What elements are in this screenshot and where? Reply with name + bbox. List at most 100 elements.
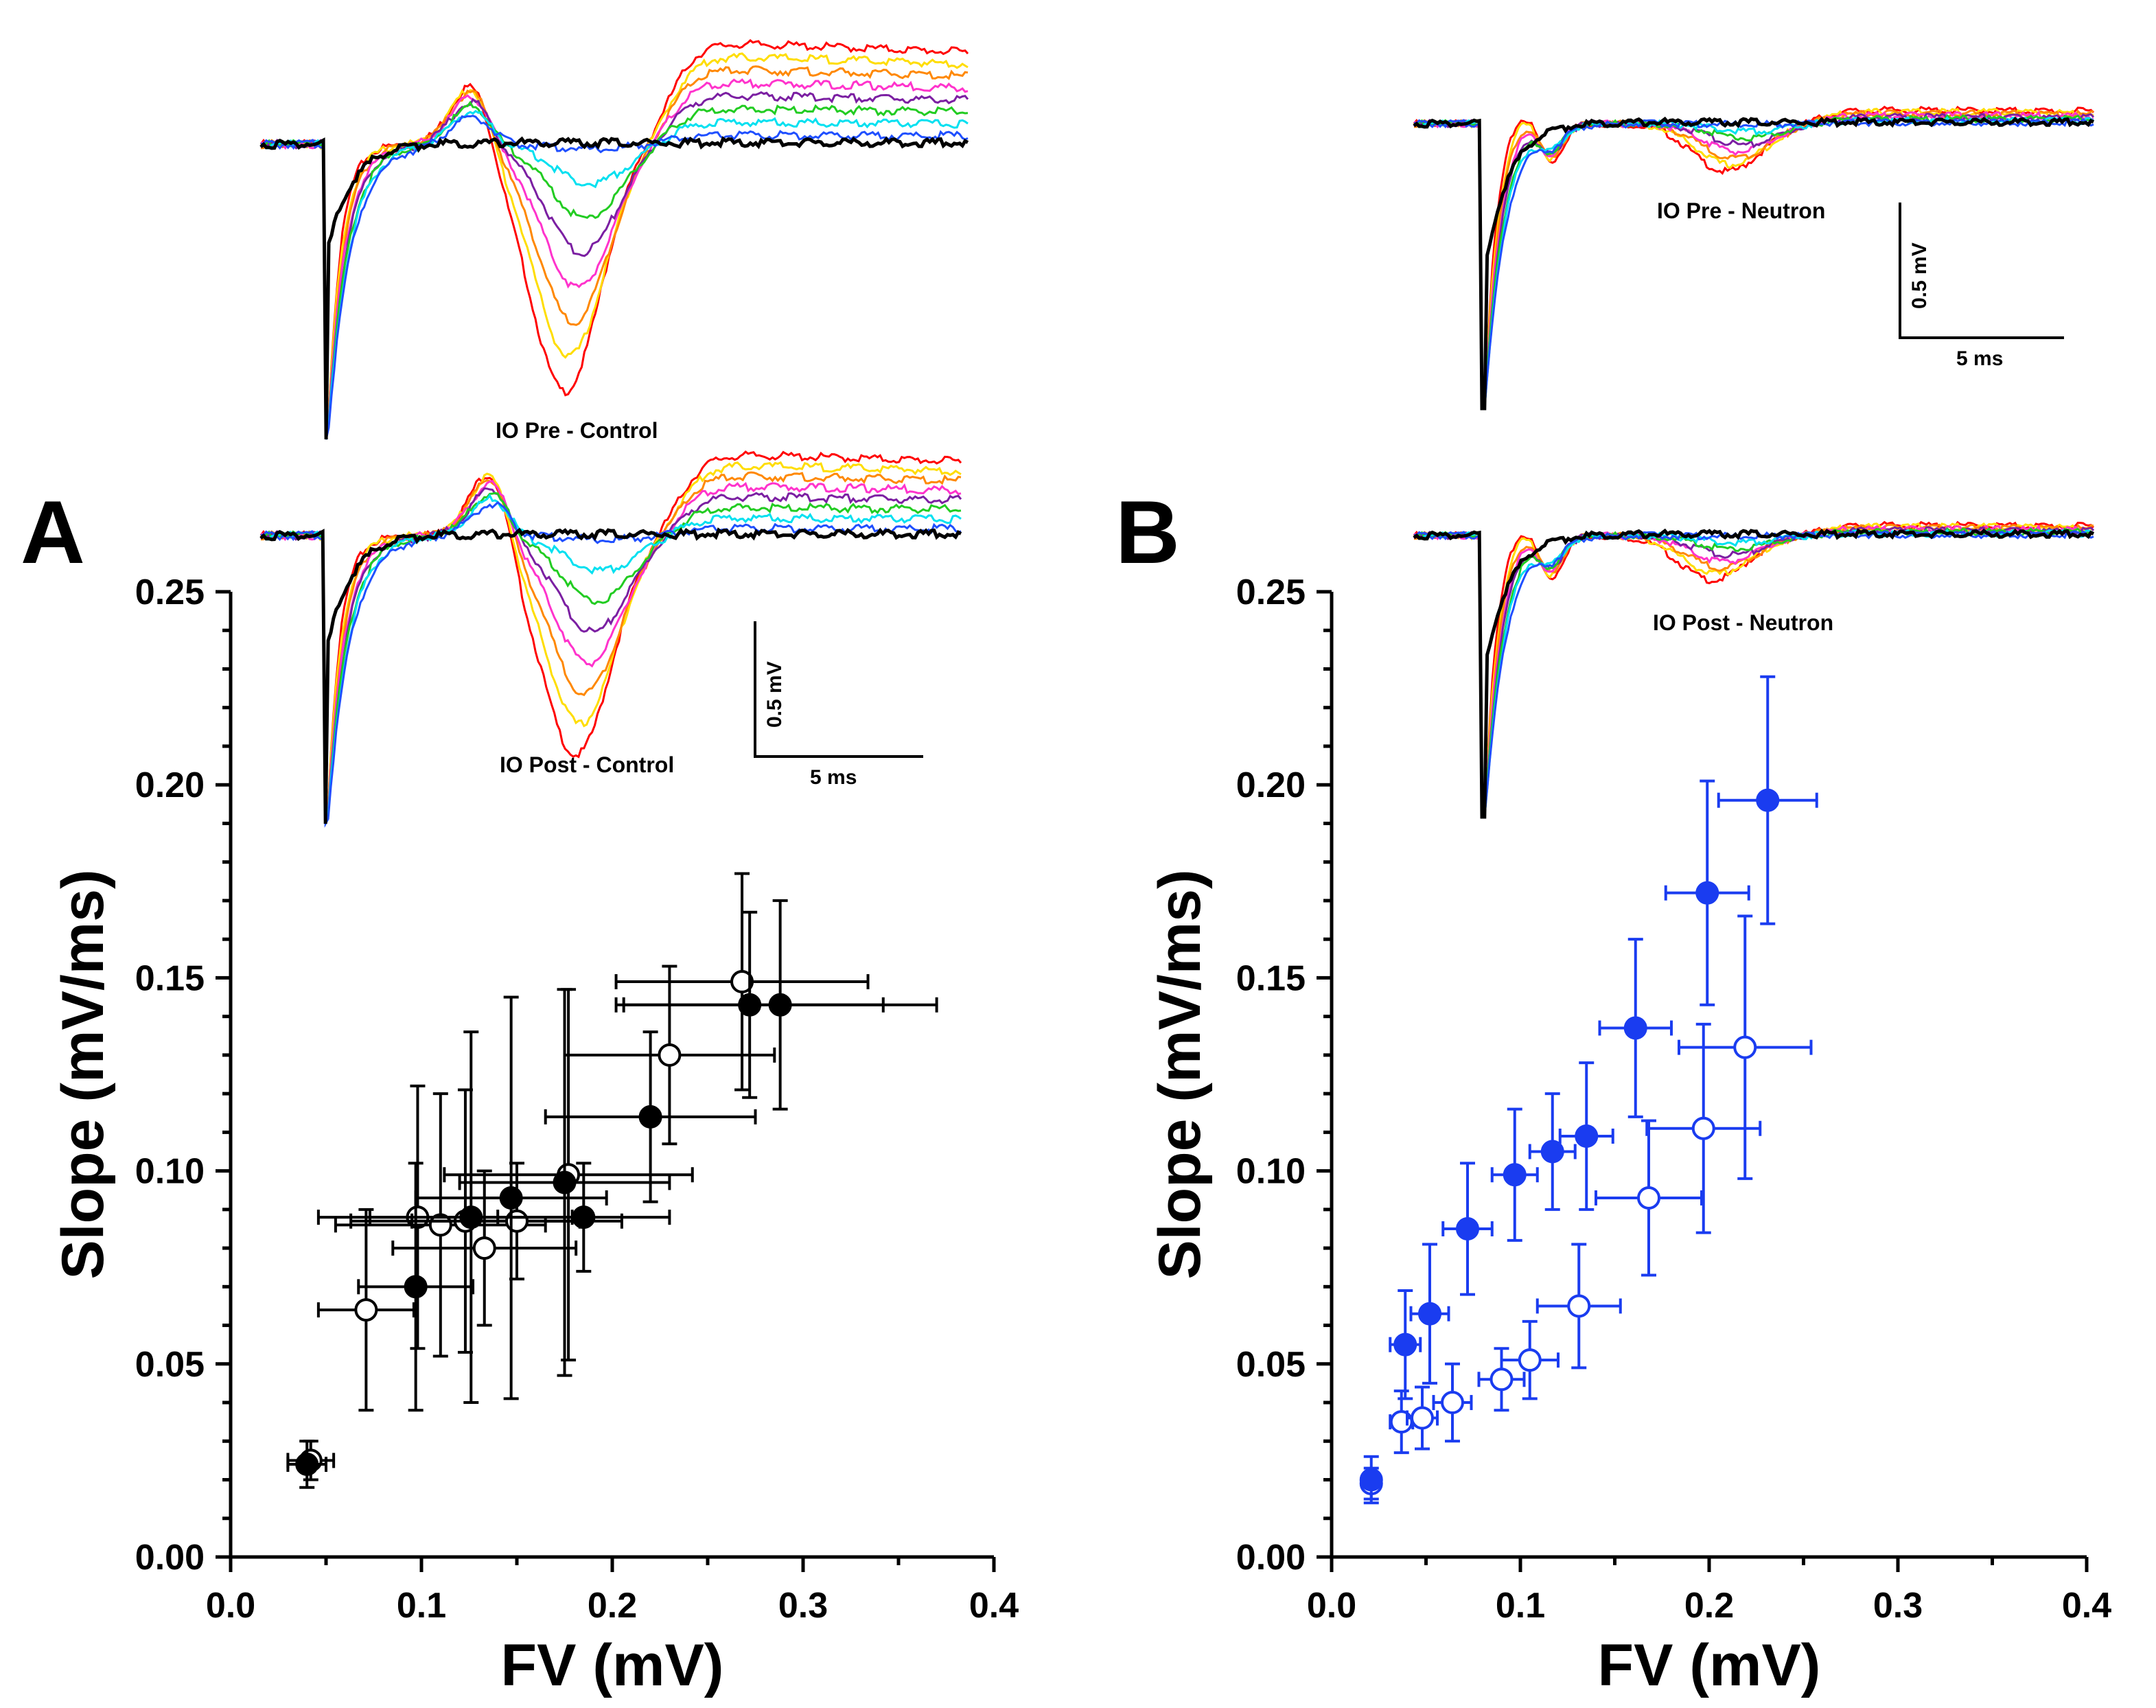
trace-line: [1413, 529, 2094, 818]
filled-circle-marker: [499, 1186, 523, 1210]
data-point-io-pre-control: [357, 1162, 475, 1412]
open-circle-marker: [505, 1209, 529, 1233]
chart-b-y-tick-label: 0.10: [1236, 1152, 1306, 1192]
filled-circle-marker: [1418, 1302, 1441, 1326]
data-point-io-post-control: [391, 1169, 578, 1327]
open-circle-marker: [1518, 1348, 1542, 1372]
chart-a-ticks: 0.0 0.1 0.2 0.3 0.4 0.00 0.05 0.10 0.15 0.20 0.25: [135, 573, 1019, 1626]
data-point-io-pre-neutron: [1389, 1289, 1422, 1400]
chart-b-x-tick-label: 0.3: [1873, 1586, 1923, 1626]
chart-a-ylabel: Slope (mV/ms): [50, 869, 116, 1279]
data-point-io-pre-neutron: [1409, 1243, 1450, 1385]
filled-circle-marker: [768, 993, 792, 1017]
open-circle-marker: [730, 970, 754, 994]
chart-a-y-tick-label: 0.15: [135, 958, 205, 998]
data-point-io-pre-neutron: [1664, 779, 1750, 1006]
scale-bar-control: 0.5 mV 5 ms: [754, 621, 923, 789]
trace-line: [260, 492, 962, 824]
data-point-io-post-neutron: [1389, 1389, 1415, 1455]
data-point-io-pre-neutron: [1359, 1455, 1383, 1505]
open-circle-marker: [354, 1298, 378, 1322]
chart-b-y-tick-label: 0.05: [1236, 1345, 1306, 1385]
filled-circle-marker: [1393, 1332, 1417, 1357]
trace-label-io-post-neutron: IO Post - Neutron: [1653, 610, 1833, 635]
data-point-io-post-neutron: [1645, 1022, 1762, 1234]
filled-circle-marker: [459, 1205, 483, 1230]
data-point-io-pre-control: [286, 1440, 327, 1489]
trace-line: [1413, 117, 2094, 410]
filled-circle-marker: [1623, 1016, 1647, 1040]
open-circle-marker: [1441, 1391, 1464, 1415]
trace-line: [1413, 116, 2095, 411]
open-circle-marker: [472, 1236, 496, 1260]
chart-panel-a: 0.0 0.1 0.2 0.3 0.40.000.050.100.150.200.25 …: [50, 573, 1019, 1698]
data-point-io-post-neutron: [1500, 1319, 1560, 1400]
data-point-io-pre-neutron: [1490, 1107, 1539, 1242]
filled-circle-marker: [295, 1453, 319, 1477]
trace-line: [260, 65, 969, 440]
filled-circle-marker: [638, 1105, 662, 1129]
filled-circle-marker: [1695, 881, 1719, 905]
chart-a-axes: [229, 592, 994, 1559]
chart-a-xlabel: FV (mV): [501, 1632, 724, 1698]
data-point-io-post-neutron: [1678, 914, 1813, 1180]
data-point-io-pre-neutron: [1528, 1092, 1577, 1211]
scale-bar-neutron-voltage: 0.5 mV: [1908, 242, 1931, 309]
trace-group-io-post-control: [259, 450, 962, 828]
data-point-io-pre-neutron: [1441, 1162, 1494, 1296]
chart-b-x-tick-label: 0.2: [1684, 1586, 1734, 1626]
chart-b-y-tick-label: 0.00: [1236, 1538, 1306, 1578]
panel-letter-a: A: [21, 482, 85, 582]
chart-b-y-tick-label: 0.20: [1236, 765, 1306, 805]
trace-line: [1413, 113, 2095, 410]
open-circle-marker: [1411, 1406, 1434, 1430]
data-point-io-pre-neutron: [1558, 1061, 1614, 1211]
data-point-io-pre-neutron: [1717, 675, 1818, 925]
filled-circle-marker: [1503, 1163, 1527, 1187]
chart-b-axes: [1330, 592, 2087, 1559]
trace-line: [260, 461, 962, 824]
trace-group-io-post-neutron: [1413, 520, 2095, 819]
data-point-io-pre-control: [458, 988, 671, 1377]
open-circle-marker: [1389, 1410, 1413, 1434]
scale-bar-control-voltage: 0.5 mV: [763, 661, 786, 728]
open-circle-marker: [1567, 1294, 1591, 1318]
data-point-io-pre-neutron: [1598, 938, 1673, 1118]
trace-line: [1413, 528, 2095, 819]
scale-bar-neutron: 0.5 mV 5 ms: [1899, 203, 2064, 370]
open-circle-marker: [658, 1043, 682, 1067]
trace-label-io-post-control: IO Post - Control: [500, 752, 674, 777]
trace-line: [259, 136, 969, 440]
data-point-io-pre-control: [496, 1162, 671, 1273]
filled-circle-marker: [1756, 788, 1780, 812]
chart-a-y-tick-label: 0.25: [135, 573, 205, 612]
filled-circle-marker: [1359, 1468, 1383, 1492]
filled-circle-marker: [1456, 1216, 1479, 1240]
filled-circle-marker: [1575, 1124, 1599, 1148]
open-circle-marker: [1733, 1035, 1757, 1059]
data-point-io-post-neutron: [1535, 1243, 1622, 1370]
chart-b-y-tick-label: 0.25: [1236, 573, 1306, 612]
chart-b-marks: [1359, 675, 1818, 1505]
filled-circle-marker: [404, 1275, 428, 1299]
open-circle-marker: [1691, 1116, 1715, 1140]
trace-line: [260, 100, 969, 440]
scale-bar-control-time: 5 ms: [810, 766, 857, 789]
chart-a-y-tick-label: 0.20: [135, 765, 205, 805]
chart-a-y-tick-label: 0.05: [135, 1345, 205, 1385]
chart-a-x-tick-label: 0.2: [588, 1586, 637, 1626]
chart-b-x-tick-label: 0.0: [1307, 1586, 1356, 1626]
chart-b-x-tick-label: 0.4: [2062, 1586, 2111, 1626]
data-point-io-pre-control: [622, 899, 938, 1111]
data-point-io-post-neutron: [1406, 1385, 1439, 1451]
chart-a-x-tick-label: 0.3: [778, 1586, 828, 1626]
chart-panel-b: 0.0 0.1 0.2 0.3 0.40.000.050.100.150.200.25 …: [1147, 573, 2111, 1698]
trace-line: [1413, 105, 2095, 410]
scale-bar-neutron-time: 5 ms: [1956, 347, 2003, 370]
data-point-io-post-neutron: [1477, 1347, 1526, 1412]
filled-circle-marker: [572, 1205, 596, 1230]
chart-a-y-tick-label: 0.10: [135, 1152, 205, 1192]
trace-line: [260, 115, 969, 440]
chart-a-x-tick-label: 0.1: [397, 1586, 446, 1626]
